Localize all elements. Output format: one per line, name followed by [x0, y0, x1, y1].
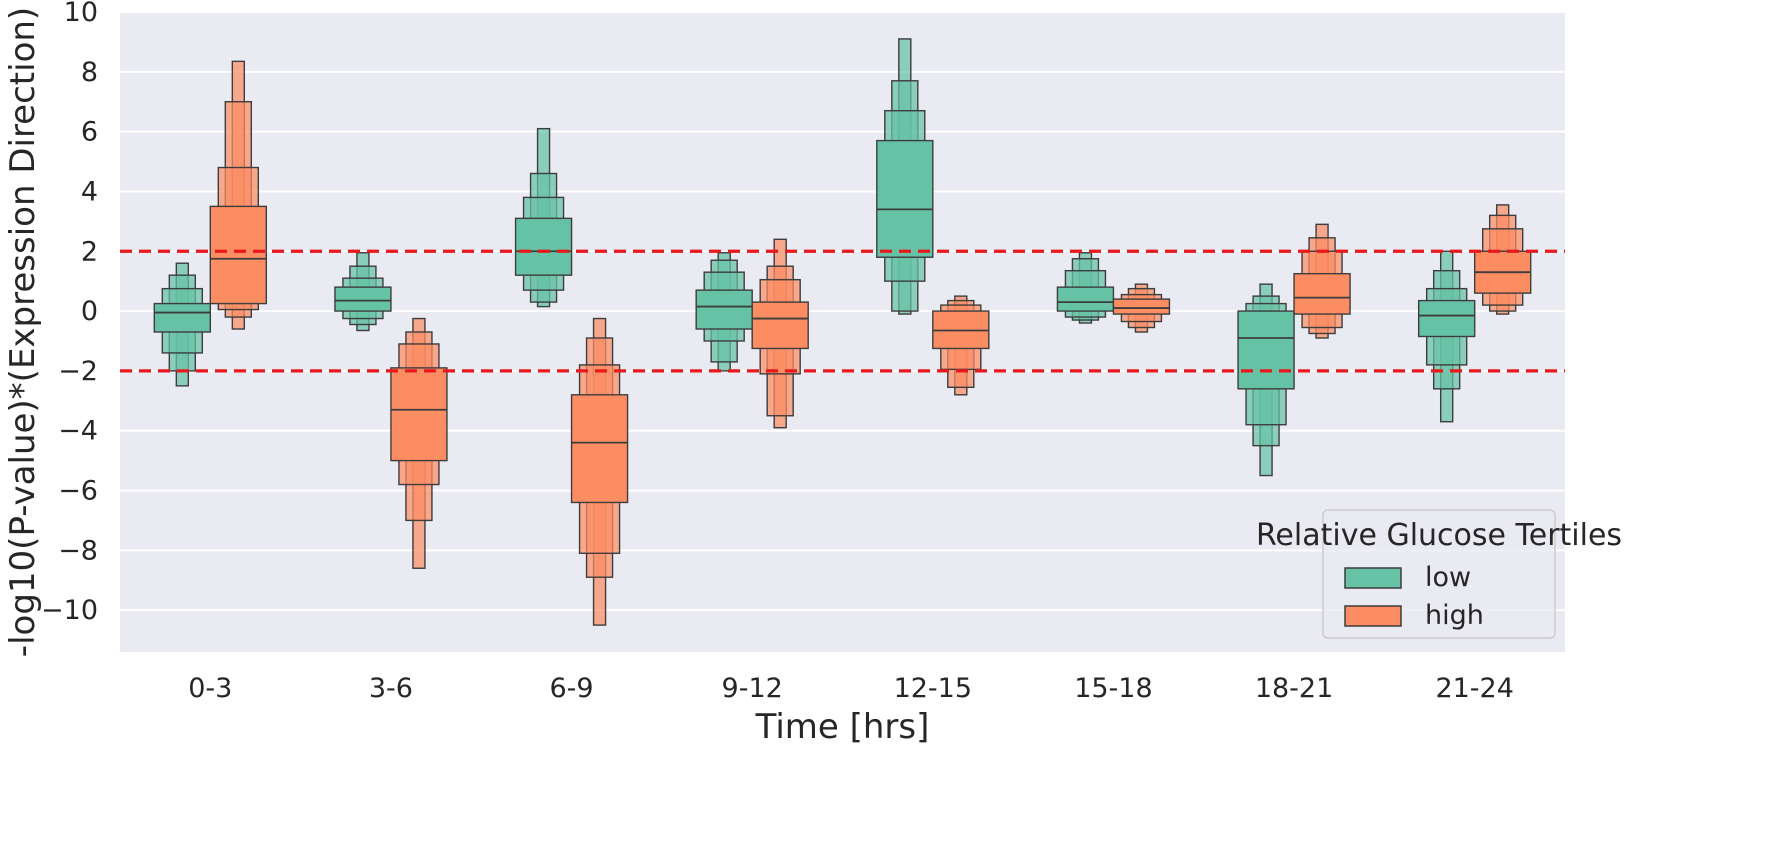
boxen-low-21-24 — [1417, 250, 1476, 423]
boxen-level-box — [334, 286, 392, 312]
legend-label-high: high — [1425, 600, 1484, 631]
boxen-level-box — [1417, 299, 1476, 338]
boxen-level-box — [1056, 286, 1115, 312]
boxen-series — [153, 38, 1532, 626]
x-tick-label: 0-3 — [188, 673, 232, 704]
boxen-high-9-12 — [751, 238, 809, 429]
legend-swatch-high — [1344, 605, 1402, 627]
boxen-high-6-9 — [570, 317, 629, 626]
boxen-low-3-6 — [334, 252, 392, 332]
y-tick-label: −6 — [58, 476, 98, 507]
boxen-level-box — [695, 289, 753, 330]
y-axis-title: -log10(P-value)*(Expression Direction) — [3, 7, 43, 657]
boxen-low-15-18 — [1056, 252, 1115, 324]
boxen-high-18-21 — [1293, 223, 1351, 339]
x-tick-label: 18-21 — [1255, 673, 1333, 704]
boxen-level-box — [1293, 272, 1351, 315]
boxen-level-box — [390, 367, 448, 462]
legend-swatch-low — [1344, 567, 1402, 589]
boxen-high-0-3 — [209, 60, 268, 330]
x-tick-label: 3-6 — [369, 673, 413, 704]
y-tick-labels: 10 8 6 4 2 0 −2 −4 −6 −8 −10 — [41, 0, 98, 626]
boxen-low-0-3 — [153, 262, 212, 387]
y-tick-label: 6 — [81, 117, 98, 148]
x-tick-label: 9-12 — [722, 673, 783, 704]
boxen-low-6-9 — [514, 127, 573, 308]
boxen-level-box — [751, 301, 809, 350]
y-tick-label: 0 — [81, 296, 98, 327]
y-tick-label: −10 — [41, 595, 98, 626]
y-tick-label: −4 — [58, 416, 98, 447]
boxen-high-3-6 — [390, 317, 448, 569]
y-tick-label: 8 — [81, 57, 98, 88]
x-tick-label: 15-18 — [1074, 673, 1152, 704]
legend-label-low: low — [1425, 562, 1471, 593]
x-tick-label: 12-15 — [894, 673, 972, 704]
y-tick-label: 4 — [81, 176, 98, 207]
boxen-level-box — [876, 139, 934, 258]
boxen-low-18-21 — [1237, 283, 1295, 477]
boxen-level-box — [1112, 298, 1171, 315]
boxen-high-21-24 — [1473, 204, 1532, 315]
boxen-level-box — [570, 394, 629, 504]
boxen-level-box — [209, 205, 268, 305]
boxen-high-15-18 — [1112, 283, 1171, 333]
y-tick-label: 10 — [64, 0, 98, 28]
x-tick-labels: 0-3 3-6 6-9 9-12 12-15 15-18 18-21 21-24 — [188, 673, 1514, 704]
boxen-level-box — [153, 302, 212, 333]
x-tick-label: 21-24 — [1435, 673, 1513, 704]
legend: Relative Glucose Tertiles low high — [1256, 509, 1622, 639]
x-axis-title: Time [hrs] — [755, 707, 930, 747]
boxen-level-box — [514, 217, 573, 276]
x-tick-label: 6-9 — [550, 673, 594, 704]
y-tick-label: 2 — [81, 236, 98, 267]
boxen-level-box — [1237, 310, 1295, 390]
y-tick-label: −8 — [58, 535, 98, 566]
threshold-lines — [120, 249, 1565, 373]
legend-title: Relative Glucose Tertiles — [1256, 518, 1622, 553]
boxen-low-9-12 — [695, 252, 753, 372]
y-tick-label: −2 — [58, 356, 98, 387]
